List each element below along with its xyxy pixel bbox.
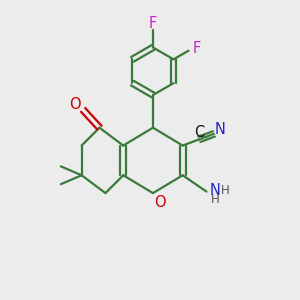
Text: F: F (193, 41, 201, 56)
Text: C: C (194, 125, 205, 140)
Text: O: O (154, 194, 165, 209)
Text: N: N (215, 122, 226, 137)
Text: H: H (220, 184, 229, 196)
Text: N: N (209, 183, 220, 198)
Text: H: H (210, 194, 219, 206)
Text: O: O (69, 97, 81, 112)
Text: F: F (148, 16, 157, 31)
